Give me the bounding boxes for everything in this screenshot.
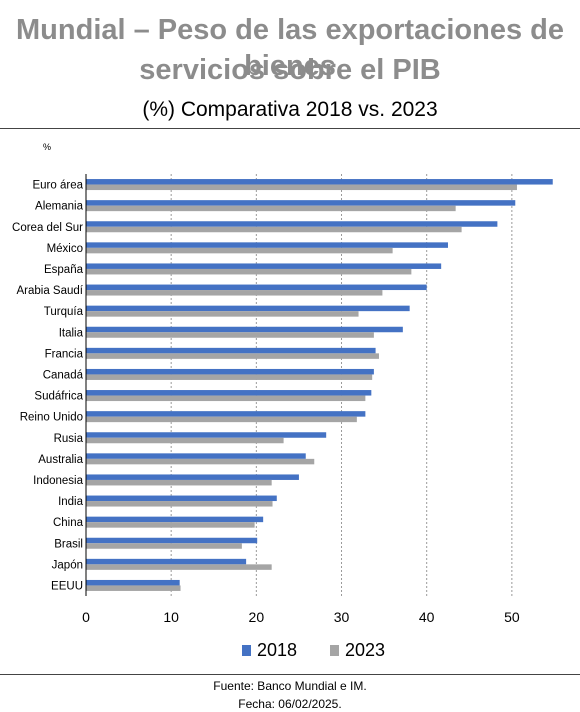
x-tick-label: 40 [419, 609, 435, 625]
x-tick-label: 10 [163, 609, 179, 625]
bar-2023 [86, 458, 315, 465]
bar-2023 [86, 501, 273, 507]
category-label: España [44, 264, 84, 276]
x-tick-label: 50 [504, 609, 520, 625]
bar-2018 [86, 179, 553, 185]
category-label: Italia [59, 327, 84, 339]
bar-2023 [86, 395, 366, 402]
bar-2018 [86, 305, 410, 312]
category-label: Sudáfrica [34, 391, 83, 403]
bar-2018 [86, 221, 498, 227]
bar-chart: % Euro área Alemania Corea del Sur México Esp… [12, 142, 553, 625]
legend-swatch-2023 [330, 645, 339, 656]
bar-2018 [86, 284, 427, 291]
legend-label-2023: 2023 [345, 640, 386, 660]
category-label: India [58, 496, 84, 508]
category-label: Alemania [35, 201, 84, 213]
chart-title-line1: Mundial – Peso de las exportaciones de b… [16, 14, 564, 82]
source-note: Fuente: Banco Mundial e IM. [213, 679, 367, 693]
bar-2023 [86, 247, 393, 254]
bar-2018 [86, 368, 374, 375]
bar-2023 [86, 205, 456, 212]
category-label: Rusia [54, 433, 84, 445]
legend-swatch-2018 [242, 645, 251, 656]
bar-2023 [86, 437, 284, 444]
bar-2023 [86, 311, 359, 317]
category-label: China [53, 517, 84, 529]
bar-2018 [86, 326, 403, 333]
category-label: Corea del Sur [12, 222, 83, 234]
bar-2023 [86, 585, 181, 591]
top-divider [0, 128, 580, 129]
bar-2023 [86, 290, 383, 296]
bar-2018 [86, 537, 258, 544]
bar-2018 [86, 200, 516, 206]
bar-2018 [86, 390, 372, 396]
legend-item-2018: 2018 [242, 640, 297, 661]
legend-label-2018: 2018 [257, 640, 298, 660]
bar-2023 [86, 184, 517, 191]
date-note: Fecha: 06/02/2025. [238, 697, 342, 711]
bar-2018 [86, 495, 277, 502]
bar-2018 [86, 411, 366, 417]
x-tick-label: 20 [249, 609, 265, 625]
bar-2023 [86, 564, 272, 570]
bar-2023 [86, 374, 373, 380]
bar-2018 [86, 242, 448, 248]
category-label: Euro área [32, 180, 83, 192]
bar-2023 [86, 226, 462, 233]
category-label: Brasil [54, 538, 83, 550]
category-label: EEUU [51, 580, 83, 592]
bar-2018 [86, 474, 299, 480]
category-label: Francia [45, 348, 84, 360]
chart-title-line2: servicios sobre el PIB [139, 54, 441, 86]
bar-2023 [86, 353, 379, 359]
category-label: Turquía [44, 306, 84, 318]
category-label: México [47, 243, 83, 255]
bar-2018 [86, 558, 247, 565]
bar-2023 [86, 543, 242, 549]
legend-item-2023: 2023 [330, 640, 385, 661]
bar-2023 [86, 268, 412, 275]
category-label: Reino Unido [20, 412, 83, 424]
category-label: Arabia Saudí [17, 285, 84, 297]
bar-2018 [86, 347, 376, 354]
bar-2023 [86, 522, 255, 528]
bar-2018 [86, 432, 327, 438]
category-label: Japón [52, 559, 83, 571]
unit-label: % [43, 142, 51, 152]
chart-subtitle: (%) Comparativa 2018 vs. 2023 [142, 98, 438, 121]
x-tick-label: 30 [334, 609, 350, 625]
bar-2018 [86, 453, 306, 459]
bar-2023 [86, 332, 374, 338]
category-label: Canadá [43, 369, 84, 381]
bar-2023 [86, 416, 357, 423]
x-tick-label: 0 [82, 609, 90, 625]
bar-2018 [86, 516, 264, 523]
bar-2018 [86, 263, 442, 269]
category-label: Australia [38, 454, 83, 466]
bar-2018 [86, 579, 180, 586]
bar-2023 [86, 479, 272, 486]
chart-legend: 2018 2023 [0, 640, 580, 664]
category-label: Indonesia [33, 475, 83, 487]
bottom-divider [0, 674, 580, 675]
